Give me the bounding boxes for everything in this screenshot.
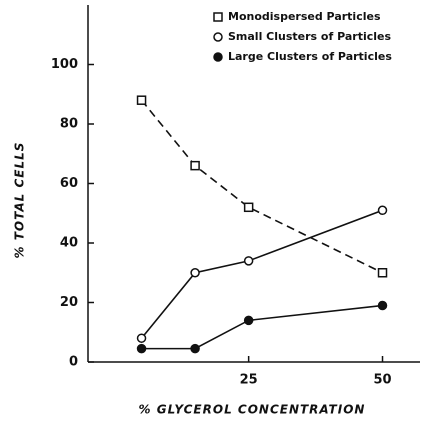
legend-label: Large Clusters of Particles [228, 50, 392, 63]
legend-label: Monodispersed Particles [228, 10, 381, 23]
y-tick-label: 0 [69, 355, 78, 370]
marker [190, 268, 200, 278]
marker [243, 315, 254, 326]
series-line [141, 304, 383, 350]
x-tick-label: 50 [373, 373, 391, 388]
legend-label: Small Clusters of Particles [228, 30, 391, 43]
y-tick-label: 100 [51, 57, 78, 72]
y-tick-label: 40 [60, 236, 78, 251]
marker [190, 343, 200, 354]
y-axis-label: % TOTAL CELLS [13, 142, 27, 259]
y-tick-label: 80 [60, 117, 78, 132]
marker [377, 300, 388, 311]
marker [190, 160, 200, 171]
x-tick-label: 25 [240, 373, 258, 388]
marker [243, 256, 254, 266]
marker [243, 202, 254, 213]
legend-marker [213, 32, 223, 42]
legend-marker [213, 52, 223, 62]
series-line [140, 99, 383, 274]
marker [377, 268, 388, 278]
y-tick-label: 60 [60, 176, 78, 191]
marker [136, 95, 147, 105]
legend-marker [213, 12, 223, 22]
series-line [140, 209, 383, 339]
marker [136, 343, 147, 354]
y-tick-label: 20 [60, 295, 78, 310]
marker [377, 205, 388, 216]
marker [136, 333, 147, 343]
x-axis-label: % GLYCEROL CONCENTRATION [139, 403, 366, 417]
